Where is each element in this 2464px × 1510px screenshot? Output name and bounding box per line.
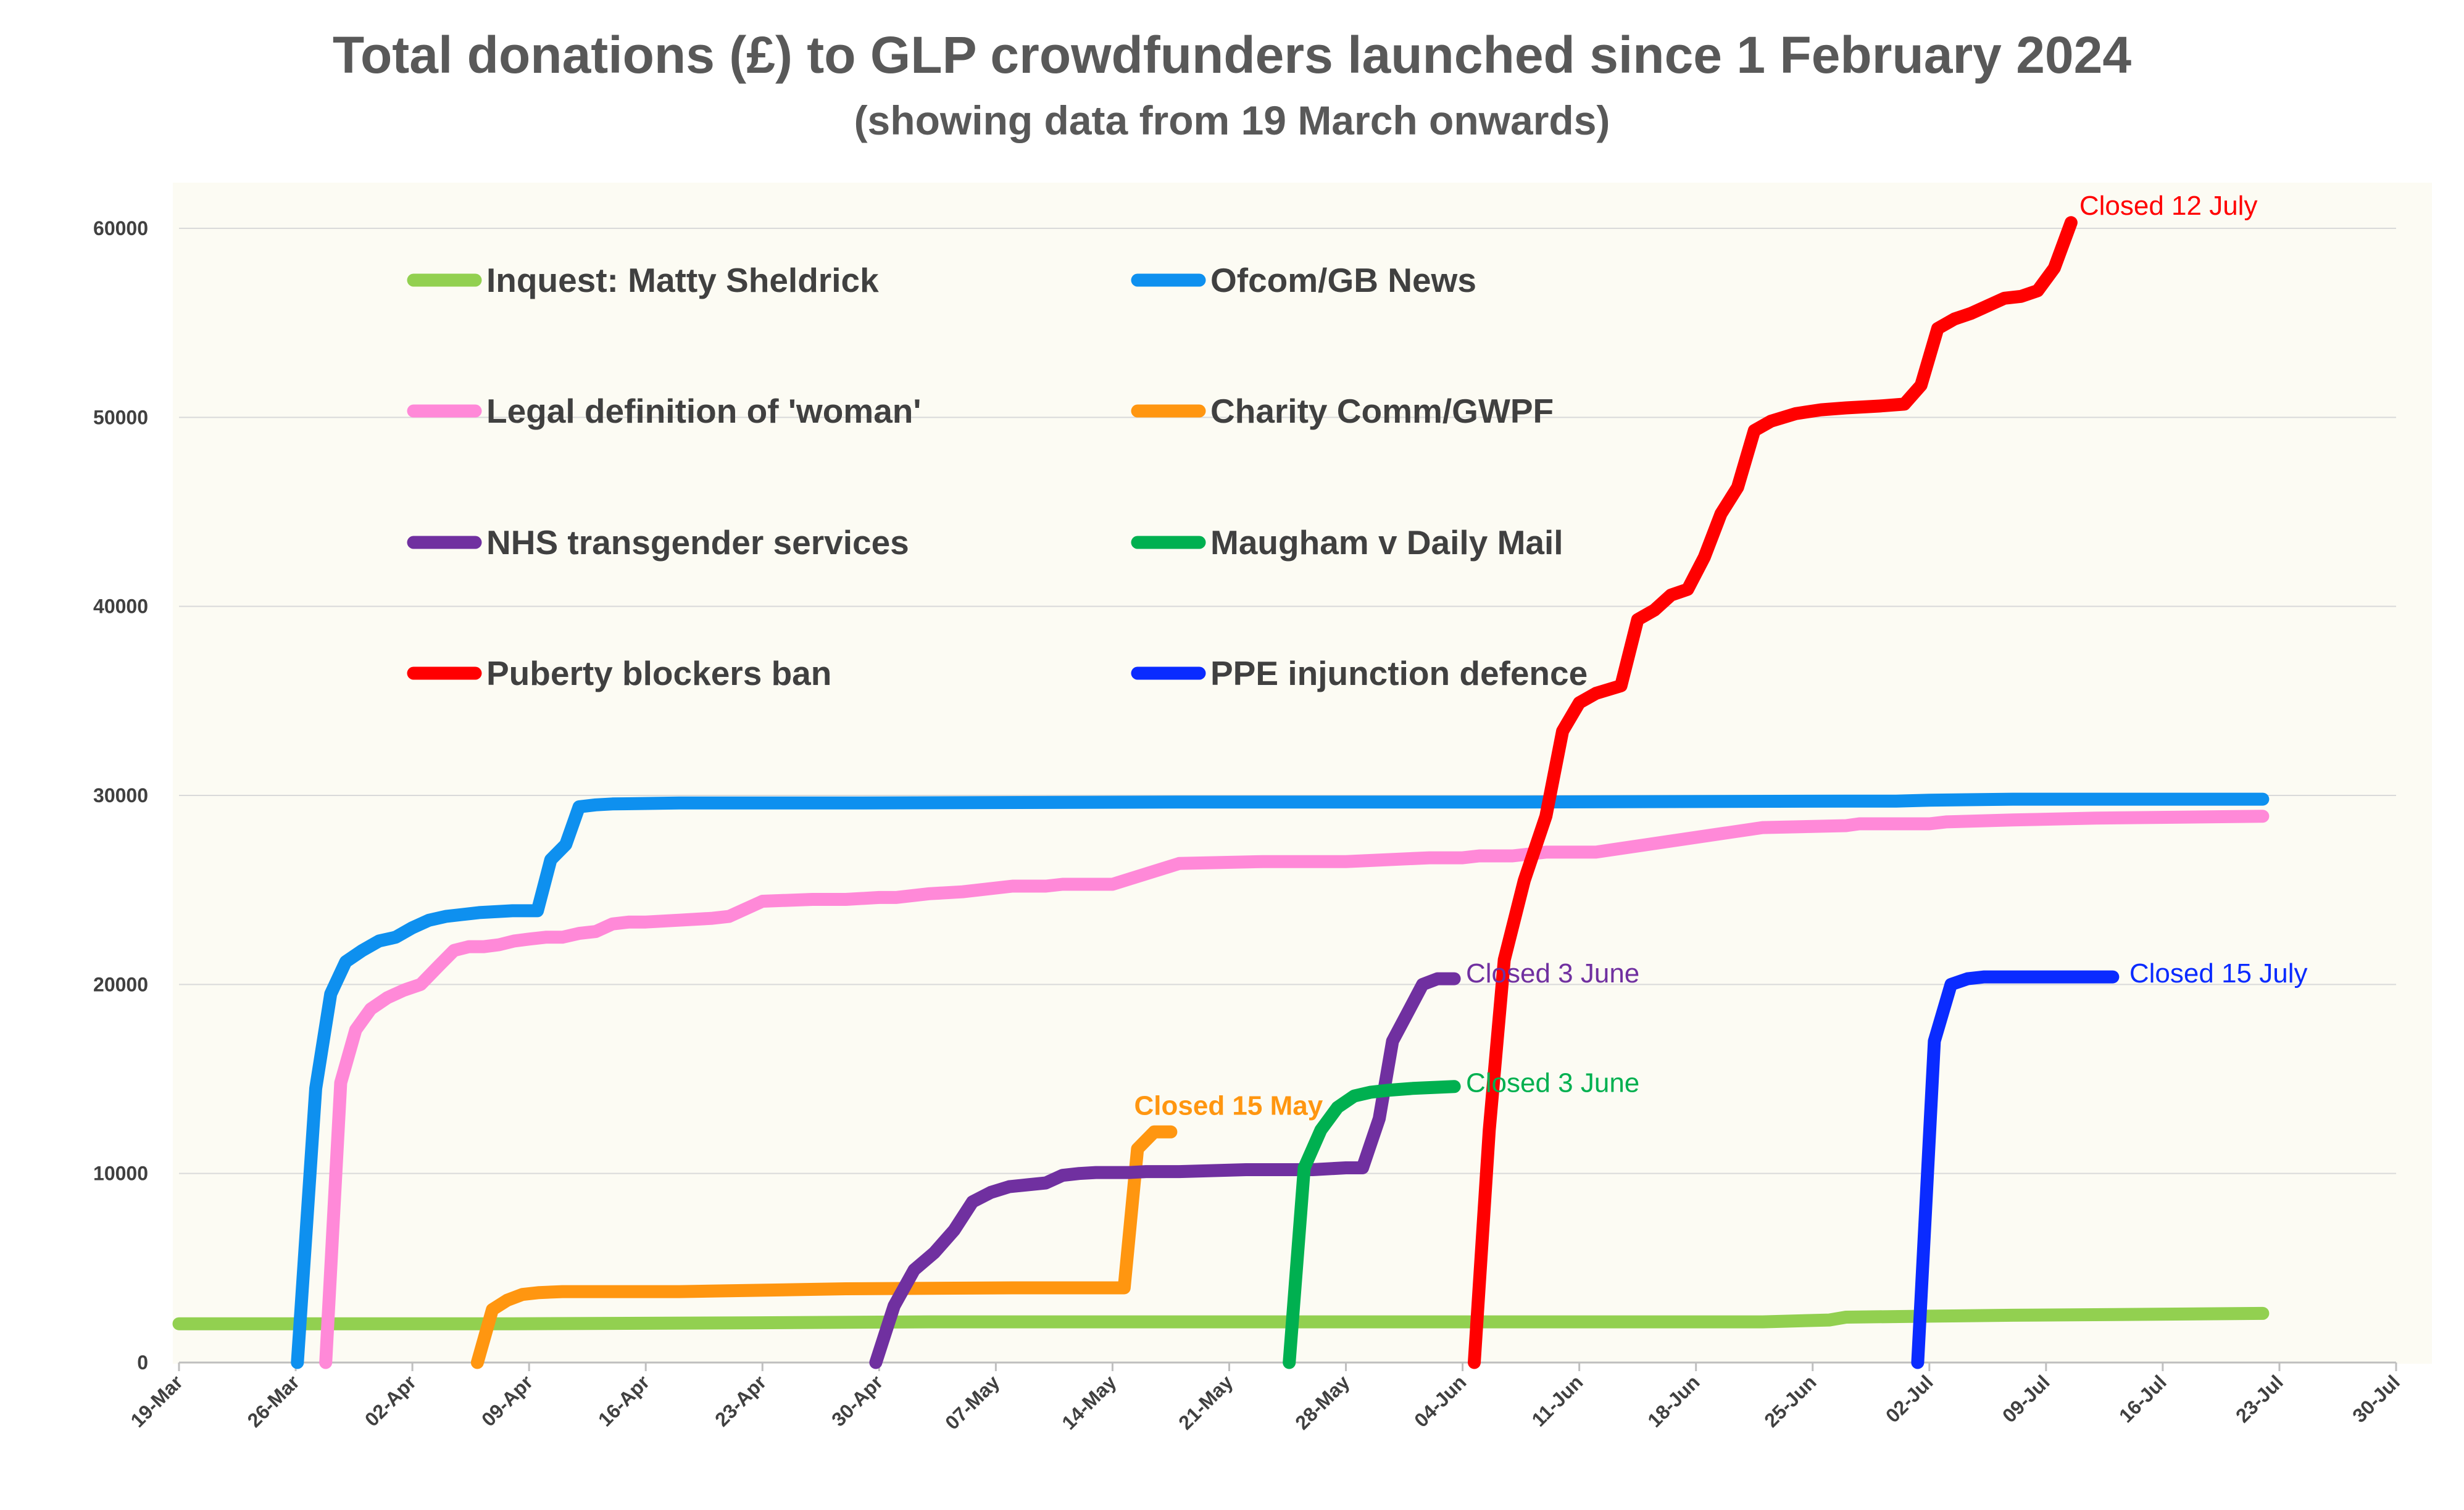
series-line-ppe-injunction-defence — [1911, 970, 2120, 1369]
legend-label: Inquest: Matty Sheldrick — [486, 261, 879, 299]
y-tick-label: 0 — [137, 1351, 148, 1374]
legend-label: PPE injunction defence — [1210, 654, 1588, 692]
series-lines — [172, 216, 2270, 1369]
legend-label: Maugham v Daily Mail — [1210, 523, 1563, 562]
closed-annotation: Closed 3 June — [1466, 958, 1639, 989]
closed-annotation: Closed 15 May — [1134, 1090, 1323, 1121]
closed-annotation: Closed 15 July — [2129, 958, 2308, 989]
legend-label: NHS transgender services — [486, 523, 909, 562]
legend-label: Puberty blockers ban — [486, 654, 831, 692]
chart-subtitle: (showing data from 19 March onwards) — [854, 97, 1610, 143]
legend-label: Legal definition of 'woman' — [486, 392, 921, 430]
annotations: Closed 12 July Closed 3 June Closed 15 May… — [1134, 191, 2308, 1121]
legend: Inquest: Matty Sheldrick Ofcom/GB News Leg… — [407, 261, 1588, 692]
series-line-ofcom-gb-news — [291, 792, 2270, 1369]
y-tick-label: 10000 — [93, 1163, 148, 1185]
closed-annotation: Closed 12 July — [2079, 191, 2258, 221]
series-line-puberty-blockers-ban — [1468, 216, 2078, 1369]
series-line-maugham-v-daily-mail — [1283, 1080, 1461, 1369]
chart-title: Total donations (£) to GLP crowdfunders … — [333, 26, 2131, 84]
y-tick-label: 30000 — [93, 784, 148, 807]
y-tick-label: 50000 — [93, 406, 148, 428]
legend-label: Ofcom/GB News — [1210, 261, 1476, 299]
series-line-inquest-matty-sheldrick — [172, 1306, 2270, 1330]
series-line-nhs-transgender-services — [869, 972, 1461, 1369]
y-tick-label: 60000 — [93, 217, 148, 239]
y-tick-label: 40000 — [93, 595, 148, 618]
closed-annotation: Closed 3 June — [1466, 1068, 1639, 1098]
y-tick-label: 20000 — [93, 973, 148, 995]
series-line-legal-definition-of-woman — [319, 810, 2270, 1369]
legend-label: Charity Comm/GWPF — [1210, 392, 1554, 430]
